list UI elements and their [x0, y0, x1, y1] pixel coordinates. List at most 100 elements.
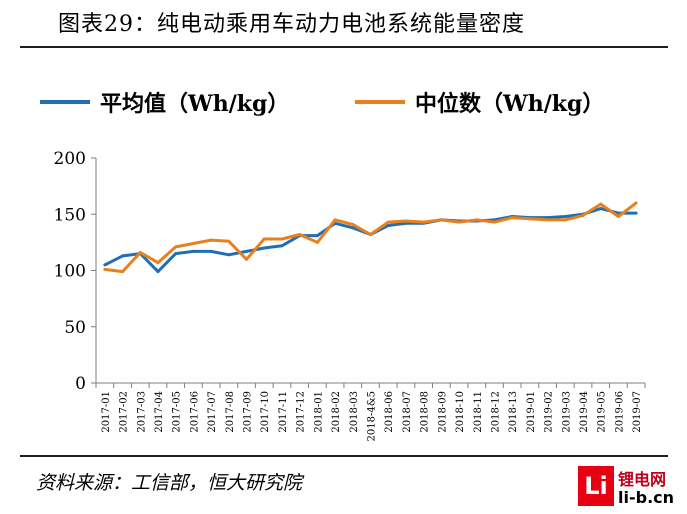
data-point-median [280, 237, 284, 241]
x-tick-label: 2019-02 [544, 391, 555, 433]
x-tick-label: 2019-07 [632, 391, 643, 433]
series-line-median [104, 201, 638, 274]
data-point-median [492, 220, 496, 224]
data-point-median [191, 242, 195, 245]
x-tick-label: 2017-04 [154, 391, 165, 433]
data-point-average [227, 253, 231, 257]
y-tick-label: 200 [54, 149, 86, 169]
data-point-average [121, 254, 125, 258]
chart-title: 图表29：纯电动乘用车动力电池系统能量密度 [58, 12, 525, 37]
data-point-median [315, 240, 319, 244]
data-point-average [563, 215, 567, 218]
x-tick-label: 2017-07 [207, 391, 218, 433]
x-tick-label: 2018-08 [420, 391, 431, 433]
data-point-median [546, 218, 550, 222]
x-tick-label: 2017-12 [296, 391, 307, 433]
data-point-median [174, 245, 178, 249]
data-point-median [563, 218, 567, 222]
x-tick-label: 2019-04 [579, 391, 590, 433]
data-point-average [245, 249, 249, 253]
legend-label-median: 中位数（Wh/kg） [415, 91, 605, 117]
x-tick-label: 2017-10 [260, 391, 271, 433]
data-point-average [174, 252, 178, 256]
data-point-average [103, 263, 107, 267]
data-point-median [386, 220, 390, 224]
x-tick-label: 2018-09 [437, 391, 448, 433]
legend-item-average: 平均值（Wh/kg） [40, 86, 289, 118]
x-tick-label: 2018-03 [349, 391, 360, 433]
data-point-average [634, 211, 638, 215]
data-point-median [422, 220, 426, 224]
data-point-median [457, 220, 461, 224]
legend-label-average: 平均值（Wh/kg） [100, 91, 290, 117]
watermark-url: li-b.cn [618, 488, 675, 507]
data-point-median [245, 257, 249, 261]
data-point-median [616, 215, 620, 218]
x-tick-label: 2019-03 [561, 391, 572, 433]
x-tick-label: 2018-13 [508, 391, 519, 433]
data-point-median [227, 239, 231, 243]
x-tick-label: 2019-06 [614, 391, 625, 433]
data-point-median [510, 216, 514, 220]
data-point-average [315, 234, 319, 238]
data-point-average [262, 246, 266, 250]
y-tick-label: 150 [54, 205, 86, 225]
top-rule [20, 46, 668, 48]
x-tick-label: 2017-01 [101, 391, 112, 433]
data-point-median [298, 233, 302, 236]
watermark-name: 锂电网 [618, 470, 667, 489]
y-tick-label: 50 [64, 318, 86, 338]
data-point-average [351, 226, 355, 230]
data-point-median [156, 261, 160, 265]
data-point-average [386, 224, 390, 227]
x-tick-label: 2018-01 [313, 391, 324, 433]
data-point-median [369, 233, 372, 236]
legend: 平均值（Wh/kg） 中位数（Wh/kg） [0, 86, 687, 122]
data-point-median [262, 237, 266, 241]
data-point-median [599, 202, 603, 206]
x-tick-label: 2019-01 [526, 391, 537, 433]
data-point-average [156, 270, 160, 274]
data-point-median [528, 217, 532, 221]
x-tick-label: 2017-11 [278, 391, 289, 433]
data-point-median [121, 270, 125, 274]
data-point-median [103, 267, 107, 271]
data-point-average [209, 249, 213, 253]
x-tick-label: 2017-03 [136, 391, 147, 433]
data-point-average [599, 207, 603, 211]
x-tick-label: 2017-02 [119, 391, 130, 433]
x-tick-label: 2017-09 [243, 391, 254, 433]
line-chart: 0 50 100 150 200 2017-01 2017-02 2017-03 2017-04… [54, 149, 646, 441]
source-note: 资料来源：工信部，恒大研究院 [36, 472, 303, 494]
data-point-median [404, 219, 408, 223]
bottom-rule [20, 455, 668, 457]
data-point-median [439, 218, 443, 222]
x-tick-label: 2018-06 [384, 391, 395, 433]
y-tick-label: 100 [54, 262, 86, 282]
x-tick-label: 2018-4&5 [367, 391, 378, 441]
x-tick-label: 2018-10 [455, 391, 466, 433]
x-tick-label: 2017-08 [225, 391, 236, 433]
x-tick-label: 2018-12 [490, 391, 501, 433]
x-tick-label: 2017-05 [172, 391, 183, 433]
watermark-logo: Li [578, 466, 614, 506]
legend-item-median: 中位数（Wh/kg） [355, 86, 604, 118]
y-tick-label: 0 [75, 374, 86, 394]
data-point-median [475, 218, 479, 222]
data-point-median [634, 201, 638, 205]
x-tick-label: 2017-06 [189, 391, 200, 433]
data-point-median [138, 251, 142, 254]
data-point-median [333, 218, 337, 222]
x-tick-label: 2018-07 [402, 391, 413, 433]
x-tick-label: 2019-05 [597, 391, 608, 433]
series-line-average [104, 207, 637, 274]
data-point-median [581, 213, 585, 217]
legend-swatch-average [40, 100, 90, 104]
x-tick-label: 2018-11 [473, 391, 484, 433]
data-point-median [209, 238, 213, 242]
data-point-average [191, 249, 195, 253]
legend-swatch-median [355, 100, 405, 104]
data-point-average [280, 244, 284, 248]
data-point-median [351, 222, 355, 226]
x-tick-label: 2018-02 [331, 391, 342, 433]
